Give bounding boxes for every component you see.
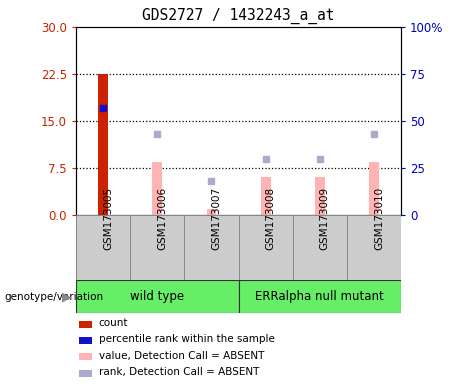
Bar <box>369 162 379 215</box>
Bar <box>76 280 238 313</box>
Bar <box>79 353 92 360</box>
Text: rank, Detection Call = ABSENT: rank, Detection Call = ABSENT <box>99 367 259 377</box>
Bar <box>315 177 325 215</box>
Text: genotype/variation: genotype/variation <box>5 291 104 302</box>
Bar <box>79 337 92 344</box>
Bar <box>76 215 130 280</box>
Text: value, Detection Call = ABSENT: value, Detection Call = ABSENT <box>99 351 264 361</box>
Bar <box>239 215 293 280</box>
Bar <box>184 215 238 280</box>
Text: ERRalpha null mutant: ERRalpha null mutant <box>255 290 384 303</box>
Text: GSM173007: GSM173007 <box>212 187 221 250</box>
Text: wild type: wild type <box>130 290 184 303</box>
Text: GSM173008: GSM173008 <box>266 187 276 250</box>
Bar <box>79 370 92 377</box>
Bar <box>79 321 92 328</box>
Bar <box>98 74 108 215</box>
Text: count: count <box>99 318 128 328</box>
Title: GDS2727 / 1432243_a_at: GDS2727 / 1432243_a_at <box>142 8 335 24</box>
Bar <box>238 280 401 313</box>
Text: percentile rank within the sample: percentile rank within the sample <box>99 334 275 344</box>
Text: ▶: ▶ <box>62 290 71 303</box>
Bar <box>130 215 184 280</box>
Text: GSM173006: GSM173006 <box>157 187 167 250</box>
Bar <box>293 215 347 280</box>
Bar <box>347 215 401 280</box>
Text: GSM173010: GSM173010 <box>374 187 384 250</box>
Text: GSM173005: GSM173005 <box>103 187 113 250</box>
Text: GSM173009: GSM173009 <box>320 187 330 250</box>
Bar <box>261 177 271 215</box>
Bar <box>207 209 216 215</box>
Bar <box>153 162 162 215</box>
